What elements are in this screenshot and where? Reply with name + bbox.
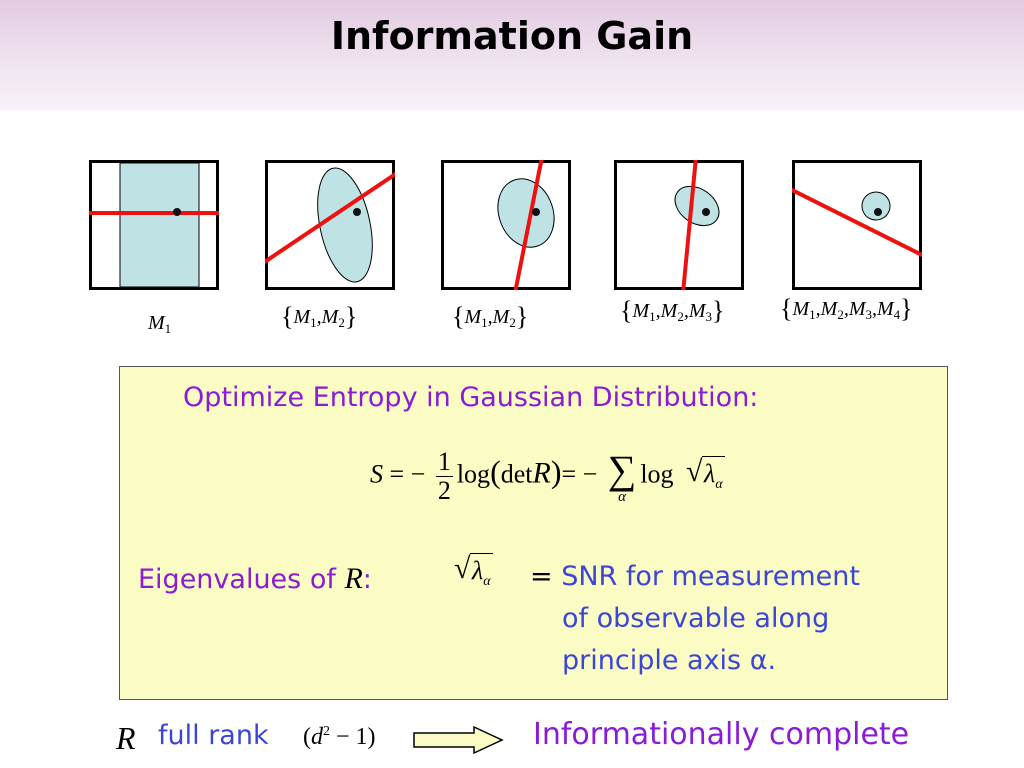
measurement-panel-5 bbox=[792, 160, 922, 290]
measurement-panel-1 bbox=[89, 160, 219, 290]
sqrt-lambda: √ λα bbox=[454, 552, 493, 590]
panel-5-caption: {M1,M2,M3,M4} bbox=[780, 294, 913, 323]
full-rank-label: full rank bbox=[158, 720, 269, 751]
measurement-panel-2 bbox=[265, 160, 395, 290]
eigenvalues-text: Eigenvalues of bbox=[138, 564, 336, 595]
snr-line-1: SNR for measurement bbox=[561, 561, 860, 592]
measurement-panel-4 bbox=[614, 160, 744, 290]
dimension-expression: (d2 − 1) bbox=[303, 724, 376, 750]
snr-description: = SNR for measurement of observable alon… bbox=[530, 556, 860, 682]
panel-4-caption: {M1,M2,M3} bbox=[620, 296, 725, 325]
snr-equals: = bbox=[530, 561, 553, 592]
informationally-complete-label: Informationally complete bbox=[533, 717, 910, 752]
r-symbol: R bbox=[344, 562, 363, 595]
title-band bbox=[0, 0, 1024, 110]
measurement-panel-3 bbox=[441, 160, 571, 290]
snr-line-3: principle axis α. bbox=[562, 645, 777, 676]
bottom-r-symbol: R bbox=[116, 720, 136, 756]
panel-2-caption: {M1,M2} bbox=[281, 302, 358, 331]
panel-1-caption: M1 bbox=[148, 312, 172, 336]
eigen-colon: : bbox=[362, 564, 372, 595]
eigenvalues-label: Eigenvalues of R: bbox=[138, 562, 372, 596]
right-arrow-icon bbox=[412, 725, 504, 759]
entropy-box bbox=[119, 366, 948, 700]
panel-3-caption: {M1,M2} bbox=[452, 302, 529, 331]
entropy-heading: Optimize Entropy in Gaussian Distributio… bbox=[183, 382, 759, 413]
slide-title: Information Gain bbox=[330, 14, 694, 58]
entropy-equation: S = − 1 2 log(detR)= − ∑ α log √ λα bbox=[370, 446, 725, 505]
snr-line-2: of observable along bbox=[562, 603, 830, 634]
